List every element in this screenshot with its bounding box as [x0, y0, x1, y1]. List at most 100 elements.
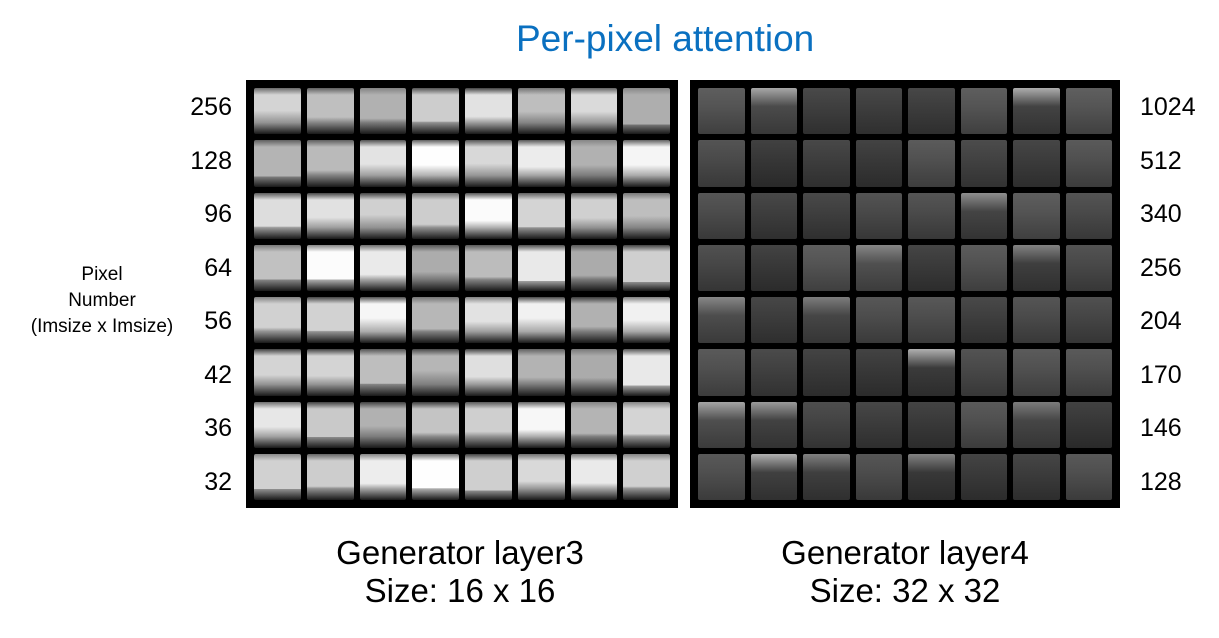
attention-tile — [960, 192, 1007, 239]
axis-label-line: (Imsize x Imsize) — [30, 316, 174, 337]
attention-tile — [960, 453, 1007, 500]
left-row-label: 128 — [190, 146, 232, 175]
attention-tile — [306, 453, 354, 500]
attention-tile — [412, 192, 459, 239]
attention-tile — [908, 88, 955, 135]
attention-tile — [698, 192, 745, 239]
attention-tile — [1013, 297, 1060, 344]
layer3-caption: Generator layer3 Size: 16 x 16 — [270, 534, 650, 610]
attention-tile — [570, 244, 618, 291]
attention-tile — [1013, 244, 1060, 291]
layer3-attention-grid — [246, 80, 678, 508]
left-row-label: 36 — [204, 414, 232, 442]
attention-tile — [412, 88, 459, 135]
attention-tile — [306, 401, 354, 448]
attention-tile — [359, 401, 407, 448]
attention-tile — [960, 401, 1007, 448]
attention-tile — [412, 349, 459, 396]
attention-tile — [855, 401, 902, 448]
attention-tile — [908, 349, 955, 396]
attention-tile — [803, 349, 850, 396]
attention-tile — [623, 401, 670, 448]
attention-tile — [570, 140, 618, 187]
attention-tile — [517, 140, 565, 187]
attention-tile — [698, 244, 745, 291]
attention-tile — [1065, 349, 1112, 396]
attention-tile — [855, 244, 902, 291]
attention-tile — [698, 349, 745, 396]
attention-tile — [803, 192, 850, 239]
right-row-label: 170 — [1140, 360, 1182, 389]
right-row-label: 204 — [1140, 307, 1182, 335]
attention-tile — [803, 453, 850, 500]
attention-tile — [1013, 349, 1060, 396]
attention-tile — [517, 244, 565, 291]
attention-tile — [412, 244, 459, 291]
attention-tile — [412, 140, 459, 187]
attention-tile — [359, 349, 407, 396]
attention-tile — [803, 140, 850, 187]
right-row-label: 340 — [1140, 200, 1182, 228]
layer4-caption-name: Generator layer4 — [781, 534, 1029, 571]
attention-tile — [570, 297, 618, 344]
left-row-label: 64 — [204, 253, 232, 282]
attention-tile — [517, 88, 565, 135]
attention-tile — [960, 349, 1007, 396]
attention-tile — [254, 349, 301, 396]
attention-tile — [359, 453, 407, 500]
attention-tile — [517, 297, 565, 344]
attention-tile — [306, 297, 354, 344]
attention-tile — [517, 401, 565, 448]
attention-tile — [1013, 192, 1060, 239]
attention-tile — [359, 192, 407, 239]
attention-tile — [359, 297, 407, 344]
layer4-caption: Generator layer4 Size: 32 x 32 — [715, 534, 1095, 610]
attention-tile — [412, 401, 459, 448]
figure-title: Per-pixel attention — [516, 18, 815, 59]
axis-label-line: Number — [68, 290, 136, 311]
attention-tile — [908, 401, 955, 448]
attention-tile — [254, 401, 301, 448]
attention-tile — [517, 453, 565, 500]
attention-tile — [908, 244, 955, 291]
attention-tile — [1013, 88, 1060, 135]
attention-tile — [570, 453, 618, 500]
attention-tile — [960, 88, 1007, 135]
axis-label-line: Pixel — [81, 264, 123, 285]
left-row-label: 32 — [204, 467, 232, 496]
attention-tile — [1013, 401, 1060, 448]
attention-tile — [750, 453, 797, 500]
attention-tile — [465, 401, 512, 448]
layer3-caption-name: Generator layer3 — [336, 534, 584, 571]
right-row-label: 256 — [1140, 253, 1182, 282]
attention-tile — [750, 401, 797, 448]
attention-tile — [623, 244, 670, 291]
attention-tile — [698, 88, 745, 135]
attention-tile — [570, 192, 618, 239]
attention-tile — [623, 140, 670, 187]
left-row-label: 256 — [190, 93, 232, 121]
right-row-label: 128 — [1140, 467, 1182, 496]
attention-tile — [570, 401, 618, 448]
attention-tile — [750, 349, 797, 396]
attention-tile — [517, 349, 565, 396]
attention-tile — [698, 453, 745, 500]
attention-tile — [855, 297, 902, 344]
attention-tile — [855, 453, 902, 500]
attention-tile — [803, 401, 850, 448]
attention-tile — [1065, 297, 1112, 344]
attention-tile — [750, 140, 797, 187]
right-row-label: 512 — [1140, 146, 1182, 175]
attention-tile — [855, 88, 902, 135]
right-row-label: 146 — [1140, 414, 1182, 442]
attention-tile — [254, 244, 301, 291]
layer3-caption-size: Size: 16 x 16 — [364, 572, 556, 609]
attention-tile — [465, 453, 512, 500]
attention-tile — [698, 140, 745, 187]
attention-tile — [803, 297, 850, 344]
attention-tile — [623, 349, 670, 396]
attention-tile — [465, 88, 512, 135]
attention-tile — [623, 453, 670, 500]
layer4-caption-size: Size: 32 x 32 — [809, 572, 1001, 609]
attention-tile — [908, 297, 955, 344]
